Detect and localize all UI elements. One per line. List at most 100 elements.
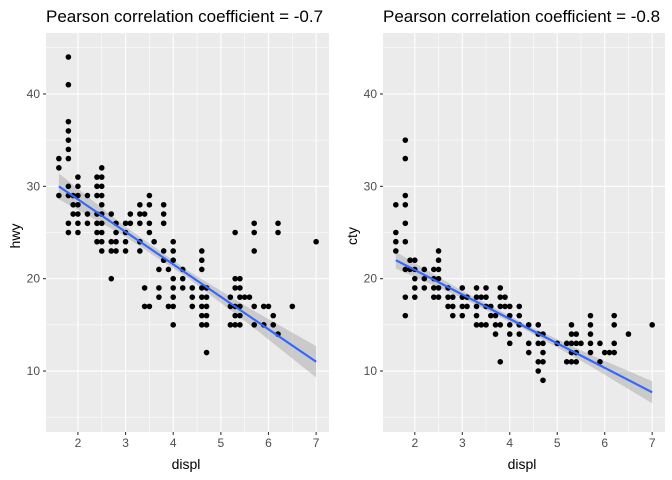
data-point	[568, 359, 575, 365]
data-point	[203, 349, 210, 356]
data-point	[275, 220, 281, 227]
data-point	[606, 349, 613, 356]
data-point	[198, 257, 205, 264]
data-point	[483, 294, 489, 300]
data-point	[421, 266, 428, 273]
data-point	[151, 238, 157, 245]
data-point	[449, 294, 456, 300]
data-point	[573, 331, 580, 337]
data-point	[227, 294, 234, 300]
data-point	[75, 211, 81, 217]
confidence-band	[58, 173, 317, 378]
data-point	[122, 248, 129, 254]
data-point	[535, 359, 542, 365]
data-point	[65, 146, 72, 153]
y-tick-label: 20	[27, 272, 41, 286]
data-point	[516, 331, 523, 337]
data-point	[65, 229, 72, 236]
data-point	[525, 340, 532, 347]
data-point	[127, 220, 134, 227]
regression-line	[395, 259, 653, 394]
x-tick-label: 7	[313, 436, 320, 450]
data-point	[540, 349, 546, 356]
data-point	[170, 294, 177, 300]
data-point	[568, 331, 575, 337]
left-y-axis-title: hwy	[7, 224, 23, 249]
data-point	[540, 340, 546, 347]
data-point	[313, 238, 319, 245]
data-point	[540, 359, 546, 365]
data-point	[113, 248, 119, 254]
data-point	[473, 303, 480, 310]
data-point	[170, 303, 177, 310]
data-point	[540, 377, 546, 384]
data-point	[75, 174, 81, 180]
data-point	[94, 174, 100, 180]
data-point	[189, 285, 196, 291]
data-point	[597, 359, 603, 365]
x-tick-label: 4	[170, 436, 177, 450]
data-point	[94, 183, 100, 190]
data-point	[98, 220, 105, 227]
data-point	[160, 220, 167, 227]
data-point	[65, 128, 72, 134]
data-point	[478, 294, 485, 300]
data-point	[70, 211, 76, 217]
data-point	[487, 312, 494, 319]
data-point	[483, 285, 489, 291]
data-point	[141, 285, 148, 291]
data-point	[98, 238, 105, 245]
data-point	[198, 312, 205, 319]
data-point	[459, 303, 466, 310]
data-point	[65, 54, 72, 60]
data-point	[227, 322, 234, 328]
data-point	[232, 229, 238, 236]
data-point	[108, 211, 115, 217]
data-point	[198, 285, 205, 291]
data-point	[587, 340, 594, 347]
data-point	[94, 192, 100, 199]
right-plot-area	[383, 33, 665, 432]
data-point	[587, 322, 594, 328]
data-point	[402, 201, 409, 208]
data-point	[393, 238, 399, 245]
data-point	[568, 340, 575, 347]
data-point	[84, 220, 91, 227]
data-point	[203, 303, 210, 310]
data-point	[170, 275, 177, 282]
data-point	[198, 322, 205, 328]
data-point	[502, 303, 508, 310]
data-point	[516, 312, 523, 319]
data-point	[108, 238, 115, 245]
data-point	[232, 285, 238, 291]
data-point	[412, 294, 418, 300]
data-point	[393, 229, 399, 236]
data-point	[421, 275, 428, 282]
y-tick-label: 40	[364, 87, 378, 101]
x-tick-label: 2	[411, 436, 418, 450]
data-point	[65, 81, 72, 88]
data-point	[94, 220, 100, 227]
data-point	[435, 294, 442, 300]
data-point	[160, 211, 167, 217]
data-point	[563, 340, 570, 347]
data-point	[65, 183, 72, 190]
data-point	[108, 275, 115, 282]
right-y-axis-title: cty	[344, 227, 360, 245]
data-point	[237, 285, 243, 291]
data-point	[497, 359, 504, 365]
data-point	[232, 312, 238, 319]
data-point	[113, 238, 119, 245]
data-point	[127, 211, 134, 217]
data-point	[198, 303, 205, 310]
data-point	[203, 322, 210, 328]
left-plot-area	[46, 33, 329, 432]
data-point	[597, 340, 603, 347]
data-point	[160, 248, 167, 254]
data-point	[137, 220, 143, 227]
data-point	[146, 192, 153, 199]
data-point	[568, 322, 575, 328]
data-point	[251, 220, 258, 227]
data-point	[587, 331, 594, 337]
y-tick-label: 30	[364, 179, 378, 193]
